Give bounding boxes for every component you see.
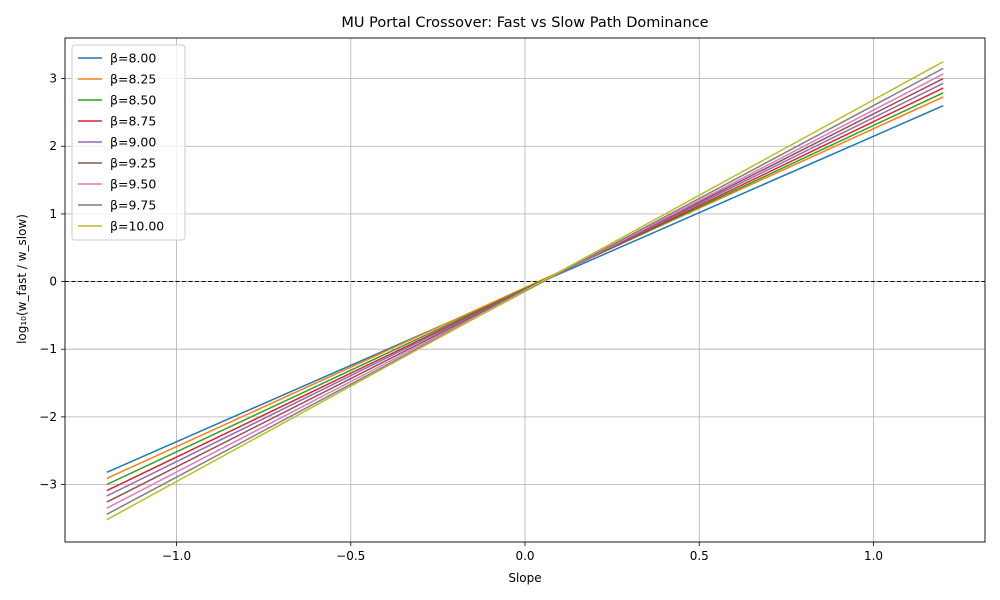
y-tick-label: −1 (39, 342, 57, 356)
axis-ticks: −1.0 −0.5 0.0 0.5 1.0 −3 −2 −1 0 1 2 3 (39, 72, 883, 563)
series-line-1 (106, 96, 944, 480)
legend-label: β=8.25 (110, 72, 156, 87)
series-line-8 (106, 61, 944, 521)
legend-box (71, 44, 186, 241)
chart-title: MU Portal Crossover: Fast vs Slow Path D… (341, 15, 708, 31)
y-tick-label: 3 (49, 72, 57, 86)
x-tick-label: 0.5 (690, 549, 709, 563)
legend-label: β=9.50 (110, 177, 156, 192)
y-tick-label: 1 (49, 207, 57, 221)
y-axis-label: log₁₀(w_fast / w_slow) (15, 214, 29, 344)
x-tick-label: 1.0 (864, 549, 883, 563)
legend-label: β=10.00 (110, 219, 164, 234)
y-tick-label: 0 (49, 275, 57, 289)
x-tick-label: −0.5 (336, 549, 365, 563)
legend-label: β=9.75 (110, 198, 156, 213)
x-tick-label: 0.0 (515, 549, 534, 563)
legend-label: β=9.25 (110, 156, 156, 171)
y-tick-label: −3 (39, 477, 57, 491)
legend-label: β=9.00 (110, 135, 156, 150)
y-tick-label: −2 (39, 410, 57, 424)
legend: β=8.00 β=8.25 β=8.50 β=8.75 β=9.00 β=9.25 β=9.… (71, 44, 186, 241)
plot-area (65, 61, 985, 521)
legend-label: β=8.00 (110, 51, 156, 66)
x-axis-label: Slope (508, 571, 541, 585)
x-tick-label: −1.0 (162, 549, 191, 563)
y-tick-label: 2 (49, 139, 57, 153)
legend-label: β=8.75 (110, 114, 156, 129)
legend-label: β=8.50 (110, 93, 156, 108)
